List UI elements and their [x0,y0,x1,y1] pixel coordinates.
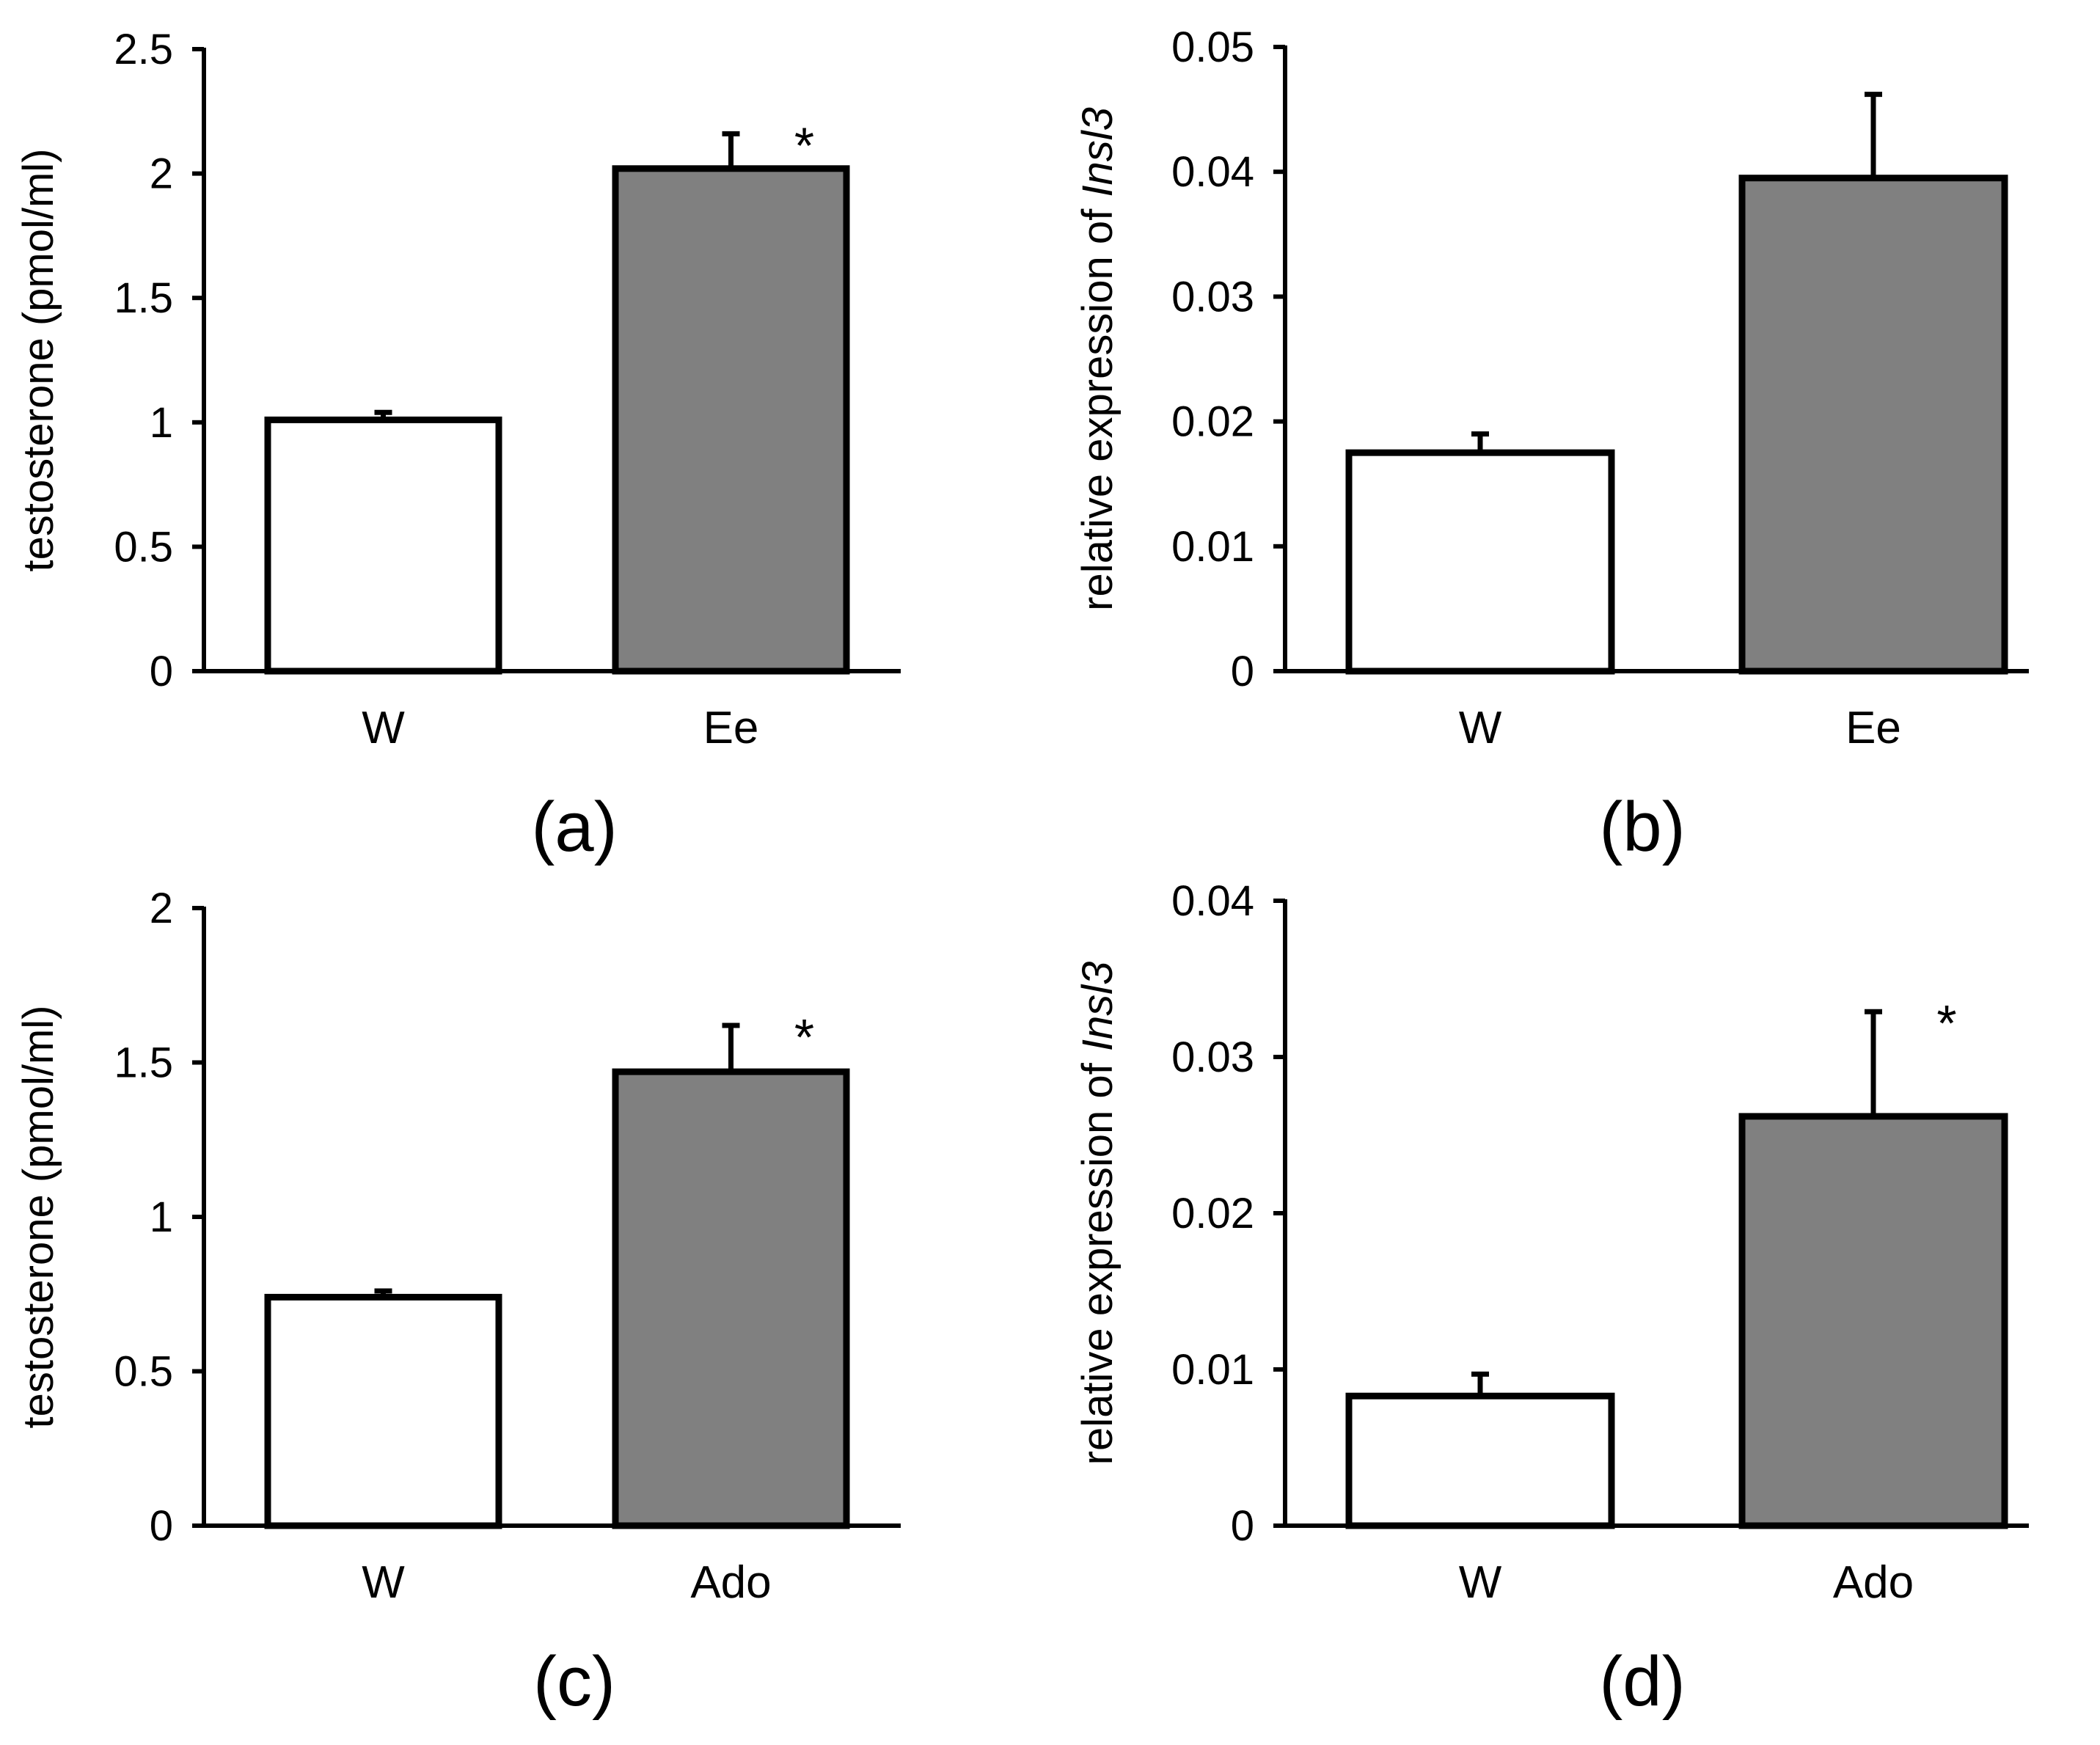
y-tick-label: 0.01 [1171,1346,1254,1394]
y-tick-label: 0.03 [1171,273,1254,321]
y-tick-label: 0 [150,648,173,695]
y-axis-title: testosterone (pmol/ml) [15,149,62,572]
y-tick-label: 2.5 [114,26,173,73]
y-tick-label: 0 [1231,648,1254,695]
y-tick-label: 0 [150,1502,173,1550]
significance-marker: * [794,1009,814,1066]
category-label: Ado [1833,1557,1914,1608]
category-label: W [1459,703,1502,753]
y-axis-title: relative expression of Insl3 [1074,107,1122,611]
panel-label: (c) [533,1642,615,1721]
panel-label: (a) [531,788,617,866]
panel-label: (b) [1599,788,1685,866]
category-label: Ee [1845,703,1901,753]
chart-panel-4: W * Ado 0 0.01 0.02 0.03 0.04 relative expressio… [1074,877,2029,1721]
category-label: Ee [703,703,759,753]
y-tick-label: 0.02 [1171,398,1254,446]
y-tick-label: 0.05 [1171,23,1254,71]
y-tick-label: 2 [150,885,173,932]
significance-marker: * [794,117,814,174]
bar-ee [612,165,850,675]
bar-w [264,416,502,675]
y-axis-title: testosterone (pmol/ml) [15,1006,62,1429]
chart-panel-2: W Ee 0 0.01 0.02 0.03 0.04 0.05 relative express… [1074,23,2029,866]
bar-ado [612,1068,850,1529]
y-axis-title: relative expression of Insl3 [1074,962,1122,1466]
chart-panel-1: W * Ee 0 0.5 1 1.5 2 2.5 testosterone (pmol/ml) (a… [15,26,901,866]
category-label: W [1459,1557,1502,1608]
bar-w [264,1293,502,1529]
y-tick-label: 1 [150,399,173,447]
y-tick-label: 1 [150,1193,173,1241]
y-tick-label: 0.5 [114,1348,173,1396]
bar-ado [1738,1113,2008,1529]
significance-marker: * [1936,995,1956,1052]
y-tick-label: 0.04 [1171,148,1254,196]
chart-panel-3: W * Ado 0 0.5 1 1.5 2 testosterone (pmol/ml) (c) [15,885,901,1721]
category-label: W [362,703,405,753]
bar-w [1345,449,1615,675]
panel-label: (d) [1599,1642,1685,1721]
y-tick-label: 2 [150,150,173,198]
y-tick-label: 0 [1231,1502,1254,1550]
y-tick-label: 0.02 [1171,1190,1254,1237]
y-tick-label: 0.04 [1171,877,1254,925]
y-tick-label: 0.01 [1171,523,1254,571]
y-tick-label: 1.5 [114,1039,173,1087]
y-tick-label: 0.03 [1171,1034,1254,1081]
bar-ee [1738,175,2008,675]
y-tick-label: 0.5 [114,523,173,571]
category-label: W [362,1557,405,1608]
y-tick-label: 1.5 [114,274,173,322]
bar-w [1345,1392,1615,1529]
category-label: Ado [690,1557,771,1608]
